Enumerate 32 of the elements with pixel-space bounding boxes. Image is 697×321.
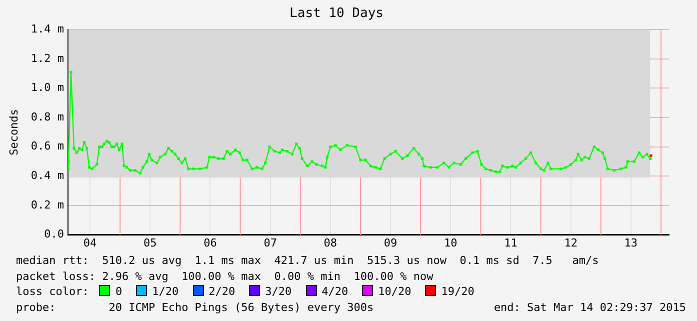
y-tick-label: 0.8 m <box>30 110 64 124</box>
text: end: Sat Mar 14 02:29:37 2015 <box>494 300 686 315</box>
chart-title: Last 10 Days <box>290 6 384 22</box>
y-tick-label: 1.0 m <box>30 81 64 94</box>
legend-title: loss color: <box>16 285 90 298</box>
y-tick-label: 0.0 <box>44 228 64 241</box>
x-tick-label: 11 <box>504 236 518 250</box>
x-tick-label: 10 <box>444 236 458 250</box>
legend-label: 19/20 <box>441 285 474 298</box>
legend-label: 0 <box>115 285 122 298</box>
legend-label: 4/20 <box>322 285 348 298</box>
y-tick-label: 0.2 m <box>30 198 64 212</box>
x-tick-label: 08 <box>324 236 338 250</box>
y-tick-label: 1.4 m <box>30 22 64 36</box>
x-tick-label: 04 <box>83 236 98 250</box>
x-tick-label: 13 <box>624 236 638 250</box>
legend-label: 1/20 <box>152 285 179 298</box>
y-tick-label: 0.4 m <box>30 169 64 182</box>
x-tick-label: 07 <box>264 236 277 250</box>
y-axis-title: Seconds <box>7 109 20 156</box>
x-tick-label: 05 <box>144 236 157 250</box>
x-tick-label: 09 <box>384 236 398 250</box>
y-tick-label: 0.6 m <box>30 140 64 153</box>
x-tick-label: 12 <box>564 236 578 250</box>
text: packet loss: 2.96 % avg 100.00 % max 0.00 % min 100.00 % now <box>16 268 434 284</box>
x-tick-label: 06 <box>204 236 217 250</box>
legend-label: 2/20 <box>208 285 236 298</box>
text: median rtt: 510.2 us avg 1.1 ms max 421.7 us min 515.3 us now 0.1 ms sd 7.5 am/s <box>16 253 600 268</box>
legend-label: 3/20 <box>265 285 292 298</box>
y-tick-label: 1.2 m <box>30 52 64 65</box>
legend-label: 10/20 <box>378 285 412 298</box>
text: probe: 20 ICMP Echo Pings (56 Bytes) every 300s <box>16 300 374 315</box>
